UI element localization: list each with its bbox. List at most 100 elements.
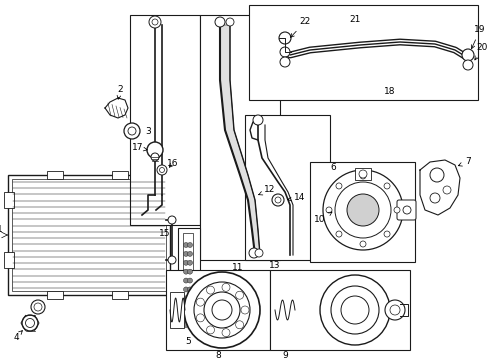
Circle shape (196, 314, 204, 322)
Text: 11: 11 (232, 264, 243, 273)
Circle shape (241, 306, 248, 314)
Bar (112, 291, 128, 299)
Circle shape (187, 296, 192, 301)
Polygon shape (105, 98, 128, 118)
Bar (269, 270, 409, 350)
Bar (248, 5, 477, 100)
Text: 10: 10 (314, 212, 331, 225)
Circle shape (159, 167, 164, 172)
Text: 14: 14 (287, 194, 305, 202)
Circle shape (124, 123, 140, 139)
Circle shape (187, 305, 192, 310)
Circle shape (402, 206, 410, 214)
Circle shape (183, 296, 188, 301)
Circle shape (187, 278, 192, 283)
Circle shape (222, 283, 229, 291)
Circle shape (359, 241, 365, 247)
Circle shape (252, 115, 263, 125)
Polygon shape (419, 160, 459, 215)
Circle shape (183, 278, 188, 283)
Circle shape (187, 314, 192, 319)
Circle shape (280, 47, 289, 57)
Bar (183, 233, 193, 330)
Bar (4, 252, 14, 268)
Circle shape (323, 170, 402, 250)
Circle shape (346, 194, 378, 226)
Circle shape (279, 32, 290, 44)
Circle shape (280, 57, 289, 67)
Bar (178, 228, 200, 335)
Text: 20: 20 (474, 44, 487, 60)
Bar (12, 179, 165, 291)
Text: 3: 3 (145, 126, 150, 135)
Circle shape (212, 300, 231, 320)
Circle shape (187, 251, 192, 256)
Text: 12: 12 (258, 185, 275, 195)
Circle shape (319, 275, 389, 345)
Bar (165, 270, 269, 350)
Circle shape (462, 60, 472, 70)
Circle shape (393, 207, 399, 213)
Circle shape (235, 321, 243, 329)
Circle shape (429, 168, 443, 182)
Circle shape (168, 256, 176, 264)
Text: 15: 15 (159, 229, 170, 238)
Circle shape (442, 186, 450, 194)
Circle shape (461, 49, 473, 61)
Circle shape (254, 249, 263, 257)
Circle shape (389, 305, 399, 315)
Circle shape (235, 291, 243, 299)
Circle shape (340, 296, 368, 324)
Circle shape (187, 269, 192, 274)
Circle shape (183, 251, 188, 256)
Bar (130, 15, 200, 225)
Circle shape (168, 216, 176, 224)
Circle shape (183, 287, 188, 292)
Circle shape (248, 248, 259, 258)
Text: 17: 17 (132, 144, 147, 153)
Text: 2: 2 (117, 85, 122, 99)
Text: 5: 5 (185, 338, 190, 346)
Circle shape (149, 16, 161, 28)
Bar (8, 175, 170, 295)
Text: 13: 13 (269, 261, 280, 270)
Bar (354, 168, 370, 180)
Circle shape (384, 300, 404, 320)
Circle shape (183, 305, 188, 310)
Circle shape (383, 183, 389, 189)
Circle shape (151, 153, 159, 161)
Circle shape (274, 197, 281, 203)
Circle shape (429, 193, 439, 203)
Circle shape (194, 282, 249, 338)
Circle shape (271, 194, 284, 206)
Circle shape (183, 323, 188, 328)
Circle shape (187, 260, 192, 265)
Circle shape (187, 243, 192, 248)
Circle shape (128, 127, 136, 135)
Circle shape (203, 292, 240, 328)
Text: 21: 21 (348, 15, 360, 24)
Circle shape (335, 183, 341, 189)
Circle shape (25, 319, 35, 328)
Circle shape (358, 170, 366, 178)
Text: 4: 4 (13, 330, 22, 342)
Circle shape (31, 300, 45, 314)
Circle shape (157, 165, 167, 175)
Bar (47, 171, 63, 179)
Circle shape (330, 286, 378, 334)
Circle shape (183, 269, 188, 274)
Circle shape (187, 323, 192, 328)
Text: 6: 6 (329, 163, 335, 172)
Circle shape (183, 314, 188, 319)
Text: 1: 1 (0, 225, 3, 234)
Circle shape (34, 303, 42, 311)
Circle shape (196, 298, 204, 306)
Circle shape (183, 272, 260, 348)
Circle shape (183, 243, 188, 248)
Text: 8: 8 (215, 351, 221, 360)
Circle shape (183, 260, 188, 265)
Circle shape (335, 231, 341, 237)
FancyBboxPatch shape (396, 200, 415, 220)
Bar (47, 291, 63, 299)
Circle shape (359, 173, 365, 179)
